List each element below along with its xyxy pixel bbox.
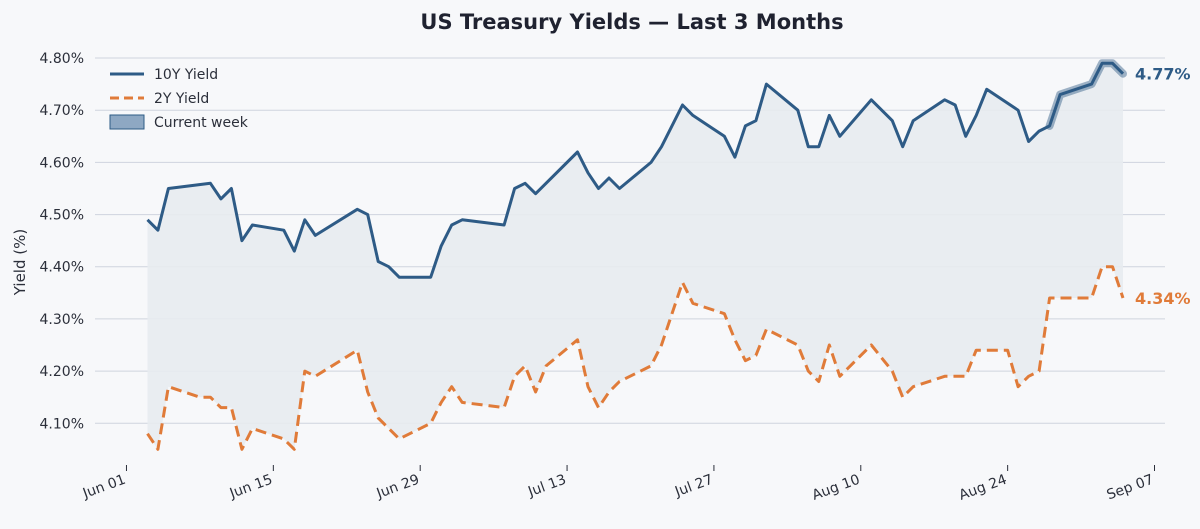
y-tick-label: 4.10% [40,416,84,432]
series-2y-line [146,265,1125,451]
y-tick-label: 4.80% [40,51,84,67]
legend-swatch-current-week [109,114,145,130]
y-tick-label: 4.30% [40,312,84,328]
end-labels: 4.77% 4.34% [1135,65,1191,308]
legend-label: 2Y Yield [154,91,209,107]
x-axis: Jun 01 Jun 15 Jun 29 Jul 13 Jul 27 Aug 10 Aug … [80,465,1156,504]
x-tick-label: Sep 07 [1105,472,1156,504]
end-label-10y: 4.77% [1135,65,1191,84]
end-label-2y: 4.34% [1135,289,1191,308]
x-tick-label: Aug 10 [810,472,862,504]
y-axis-label: Yield (%) [11,229,29,296]
legend-label: Current week [154,115,249,131]
y-tick-label: 4.40% [40,260,84,276]
series-10y-line [146,61,1125,279]
chart-title: US Treasury Yields — Last 3 Months [420,10,843,34]
y-tick-label: 4.50% [40,208,84,224]
x-tick-label: Aug 24 [957,472,1009,504]
x-tick-label: Jul 13 [525,472,568,501]
spread-fill [147,63,1123,450]
y-axis: 4.10% 4.20% 4.30% 4.40% 4.50% 4.60% 4.70% 4.80% [40,51,84,432]
legend-label: 10Y Yield [154,67,218,83]
y-tick-label: 4.20% [40,364,84,380]
series [146,59,1127,451]
y-tick-label: 4.70% [40,103,84,119]
x-tick-label: Jun 15 [227,472,275,502]
y-tick-label: 4.60% [40,155,84,171]
x-tick-label: Jun 29 [374,472,422,502]
x-tick-label: Jul 27 [672,472,715,501]
spread-area [147,63,1123,450]
x-tick-label: Jun 01 [80,472,128,502]
legend: 10Y Yield 2Y Yield Current week [109,67,249,131]
